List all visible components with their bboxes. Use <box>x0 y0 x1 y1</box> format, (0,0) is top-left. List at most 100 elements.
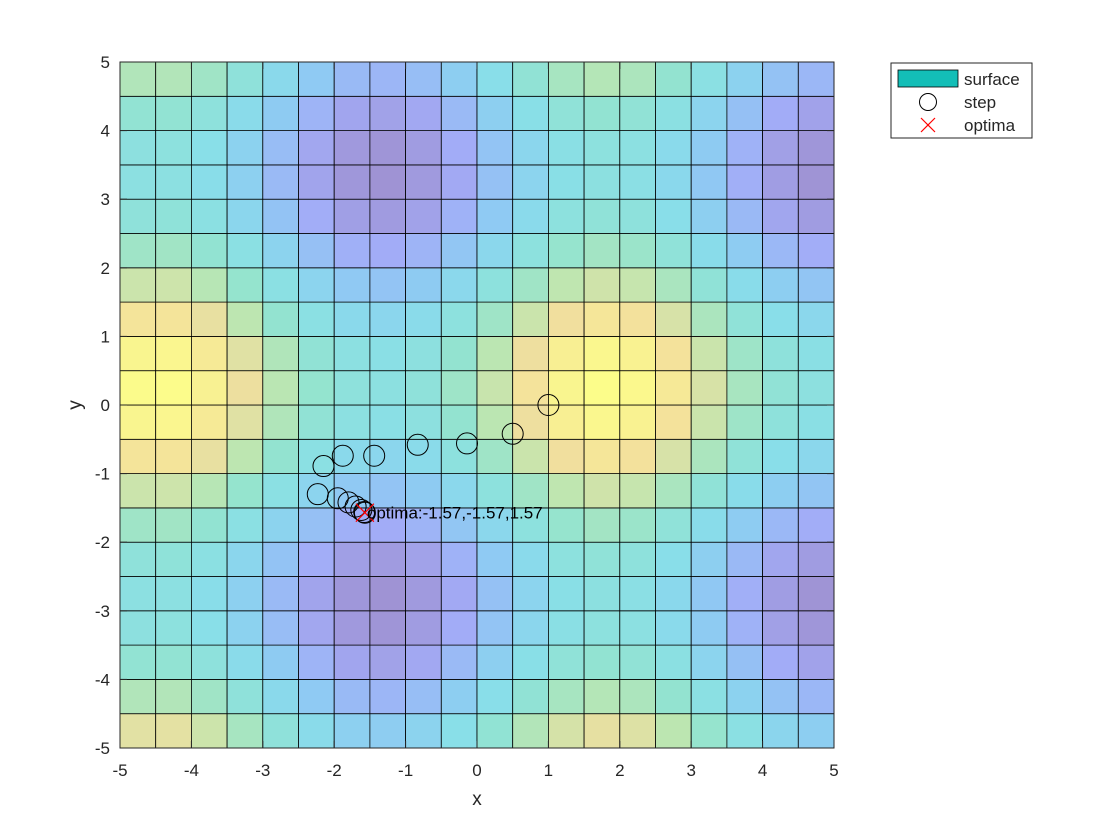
surface-cell <box>155 438 192 474</box>
surface-cell <box>619 438 656 474</box>
surface-cell <box>190 61 228 97</box>
surface-cell <box>190 404 228 440</box>
optima-marker <box>355 503 375 523</box>
surface-cell <box>619 576 656 612</box>
surface-cell <box>440 164 478 200</box>
surface-cell <box>333 301 371 337</box>
surface-cell <box>298 61 335 97</box>
surface-cell <box>726 61 764 97</box>
surface-cell <box>333 438 371 474</box>
surface-cell <box>797 438 835 474</box>
surface-cell <box>762 679 799 715</box>
surface-cell <box>548 576 585 612</box>
surface-cell <box>655 335 692 372</box>
surface-cell <box>548 610 585 646</box>
surface-cell <box>405 644 442 680</box>
surface-cell <box>369 301 406 337</box>
surface-cell <box>369 335 406 372</box>
surface-cell <box>119 61 157 97</box>
surface-cell <box>155 679 192 715</box>
surface-cell <box>440 335 478 372</box>
surface-cell <box>262 541 299 577</box>
y-tick-label: 5 <box>101 53 110 72</box>
surface-cell <box>119 644 157 680</box>
surface-cell <box>333 267 371 303</box>
surface-cell <box>333 335 371 372</box>
surface-cell <box>512 130 549 166</box>
surface-cell <box>440 95 478 132</box>
surface-cell <box>512 541 549 577</box>
surface-cell <box>333 61 371 97</box>
surface-cell <box>476 301 514 337</box>
surface-cell <box>155 576 192 612</box>
surface-cell <box>797 541 835 577</box>
surface-cell <box>762 61 799 97</box>
y-tick-label: -3 <box>95 602 110 621</box>
x-tick-label: 3 <box>686 761 695 780</box>
surface-cell <box>333 95 371 132</box>
surface-cell <box>619 679 656 715</box>
surface-cell <box>369 130 406 166</box>
surface-cell <box>476 404 514 440</box>
surface-cell <box>548 267 585 303</box>
legend-entry-label: step <box>964 93 996 112</box>
surface-cell <box>797 61 835 97</box>
surface-cell <box>119 438 157 474</box>
surface-cell <box>548 507 585 543</box>
surface-cell <box>762 301 799 337</box>
surface-cell <box>619 404 656 440</box>
surface-cell <box>548 713 585 749</box>
surface-cell <box>405 164 442 200</box>
surface-cell <box>655 576 692 612</box>
surface-cell <box>190 95 228 132</box>
surface-cell <box>405 267 442 303</box>
surface-cell <box>119 130 157 166</box>
surface-cell <box>797 164 835 200</box>
surface-cell <box>762 644 799 680</box>
surface-cell <box>262 130 299 166</box>
legend-surface-swatch <box>897 69 959 88</box>
surface-cell <box>119 610 157 646</box>
surface-cell <box>155 95 192 132</box>
surface-cell <box>762 198 799 234</box>
surface-cell <box>440 576 478 612</box>
surface-cell <box>119 164 157 200</box>
step-marker <box>537 394 560 416</box>
step-marker <box>501 422 524 445</box>
surface-cell <box>583 438 621 474</box>
surface-cell <box>405 541 442 577</box>
surface-cell <box>548 335 585 372</box>
legend: surface step optima <box>890 62 1033 139</box>
surface-cell <box>512 164 549 200</box>
surface-cell <box>155 610 192 646</box>
surface-cell <box>226 713 264 749</box>
surface-cell <box>476 61 514 97</box>
surface-cell <box>726 164 764 200</box>
surface-cell <box>512 473 549 509</box>
surface-cell <box>762 130 799 166</box>
surface-cell <box>190 370 228 406</box>
surface-cell <box>155 541 192 577</box>
y-tick-label: 2 <box>101 259 110 278</box>
surface-cell <box>476 95 514 132</box>
surface-cell <box>726 679 764 715</box>
surface-cell <box>440 370 478 406</box>
surface-cell <box>298 679 335 715</box>
surface-cell <box>619 335 656 372</box>
surface-cell <box>619 198 656 234</box>
surface-cell <box>440 679 478 715</box>
surface-cell <box>655 95 692 132</box>
surface-cell <box>655 164 692 200</box>
surface-cell <box>333 679 371 715</box>
legend-entry-label: surface <box>964 70 1020 89</box>
surface-cell <box>655 438 692 474</box>
surface-cell <box>655 198 692 234</box>
x-tick-labels: -5 -4 -3 -2 -1 0 1 2 3 4 5 <box>112 761 838 780</box>
x-tick-label: 2 <box>615 761 624 780</box>
surface-cell <box>690 233 728 269</box>
surface-cell <box>548 130 585 166</box>
surface-cell <box>619 507 656 543</box>
surface-cell <box>119 233 157 269</box>
surface-cell <box>762 507 799 543</box>
surface-cell <box>190 267 228 303</box>
